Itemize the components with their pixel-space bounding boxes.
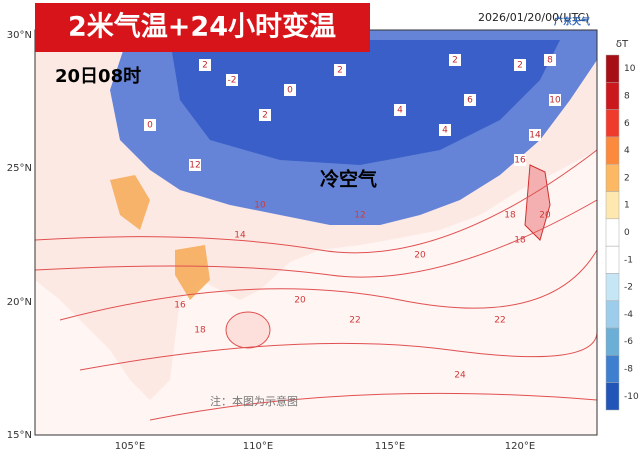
colorbar-swatch: [605, 382, 620, 411]
contour-label-box: [334, 64, 346, 76]
contour-label: 12: [354, 211, 365, 221]
contour-label: 2: [452, 56, 458, 66]
colorbar-title: δT: [616, 39, 629, 50]
contour-label: 20: [294, 296, 306, 306]
contour-label-box: [259, 109, 271, 121]
contour-label: 18: [514, 236, 526, 246]
contour-label-box: [464, 94, 476, 106]
contour-label: 16: [514, 156, 526, 166]
hainan: [225, 311, 271, 349]
contour-label-box: [449, 54, 461, 66]
contour-label: 6: [467, 96, 473, 106]
lat-label: 25°N: [7, 163, 32, 174]
colorbar-label: -8: [624, 365, 633, 375]
colorbar-swatch: [605, 109, 620, 138]
colorbar-label: -10: [624, 392, 639, 402]
contour-label: 2: [517, 61, 523, 71]
lon-label: 110°E: [243, 441, 273, 452]
contour-label-box: [144, 119, 156, 131]
taiwan: [524, 164, 551, 241]
logo: 广东天气: [554, 16, 590, 28]
colorbar-swatch: [605, 54, 620, 83]
annotation: 冷空气: [320, 168, 377, 191]
contour-label: 8: [547, 56, 553, 66]
colorbar-swatch: [605, 245, 620, 274]
contour-label: 20: [539, 211, 551, 221]
contour-label: 2: [262, 111, 268, 121]
contour-label-box: [189, 159, 201, 171]
contour-label-box: [284, 84, 296, 96]
title: 2米气温+24小时变温: [68, 11, 336, 43]
cold-core: [170, 40, 560, 165]
colorbar-label: 0: [624, 228, 630, 238]
contour-label: 22: [349, 316, 360, 326]
colorbar-label: 6: [624, 119, 630, 129]
contour-label: 18: [504, 211, 516, 221]
colorbar-swatch: [605, 191, 620, 220]
colorbar-swatch: [605, 300, 620, 329]
lat-label: 15°N: [7, 430, 32, 441]
contour-label: 20: [414, 251, 426, 261]
note: 注：本图为示意图: [210, 394, 298, 408]
colorbar-label: 10: [624, 64, 636, 74]
contour-label: 2: [202, 61, 208, 71]
contour-label: 12: [189, 161, 200, 171]
contour-label-box: [544, 54, 556, 66]
colorbar-label: 1: [624, 201, 630, 211]
date-label: 20日08时: [55, 66, 141, 87]
contour-label: 2: [337, 66, 343, 76]
colorbar-swatch: [605, 218, 620, 247]
colorbar-label: 8: [624, 91, 630, 101]
title-box: [35, 3, 370, 52]
contour-label: 10: [549, 96, 561, 106]
contour-label-box: [226, 74, 238, 86]
isotherms: [34, 149, 598, 421]
contour-label-box: [394, 104, 406, 116]
contour-label: 16: [174, 301, 186, 311]
colorbar-swatch: [605, 82, 620, 110]
contour-label: 10: [254, 201, 266, 211]
contour-label: 14: [529, 131, 541, 141]
colorbar-label: 2: [624, 173, 630, 183]
colorbar-label: 4: [624, 146, 630, 156]
lon-label: 120°E: [505, 441, 535, 452]
timestamp: 2026/01/20/00(UTC): [478, 11, 590, 24]
colorbar-label: -6: [624, 337, 633, 347]
contour-label: 18: [194, 326, 206, 336]
contour-label: 4: [397, 106, 403, 116]
lat-label: 30°N: [7, 30, 32, 41]
colorbar-swatch: [605, 163, 620, 192]
lat-label: 20°N: [7, 297, 32, 308]
contour-label-box: [514, 154, 526, 166]
contour-label: 0: [287, 86, 293, 96]
lon-label: 105°E: [115, 441, 145, 452]
contour-label-box: [439, 124, 451, 136]
contour-label-box: [514, 59, 526, 71]
colorbar-label: -2: [624, 283, 633, 293]
contour-label-box: [529, 129, 541, 141]
contour-label: 0: [147, 121, 153, 131]
colorbar-label: -4: [624, 310, 633, 320]
contour-label: 14: [234, 231, 246, 241]
colorbar-swatch: [605, 355, 620, 383]
lon-label: 115°E: [375, 441, 405, 452]
contour-label: -2: [228, 76, 237, 86]
colorbar-swatch: [605, 273, 620, 302]
contour-label: 22: [494, 316, 505, 326]
colorbar-label: -1: [624, 255, 633, 265]
contour-label-box: [199, 59, 211, 71]
contour-label-box: [549, 94, 561, 106]
colorbar-swatch: [605, 327, 620, 356]
warm-patch: [110, 175, 210, 300]
contour-label: 4: [442, 126, 448, 136]
contour-label: 24: [454, 371, 466, 381]
colorbar-swatch: [605, 136, 620, 165]
